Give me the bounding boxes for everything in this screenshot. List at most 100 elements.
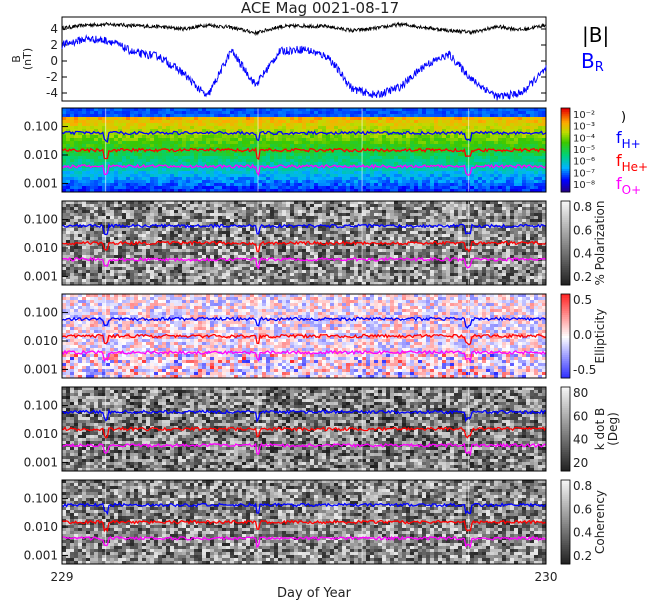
spectrogram-cell <box>254 123 259 127</box>
spectrogram-cell <box>262 213 267 217</box>
spectrogram-cell <box>390 150 395 154</box>
spectrogram-cell <box>122 201 127 205</box>
spectrogram-cell <box>310 159 315 163</box>
spectrogram-cell <box>194 207 199 211</box>
spectrogram-cell <box>198 246 203 250</box>
spectrogram-cell <box>306 168 311 172</box>
spectrogram-cell <box>438 174 443 178</box>
spectrogram-cell <box>514 123 519 127</box>
spectrogram-cell <box>222 276 227 280</box>
spectrogram-cell <box>62 243 67 247</box>
spectrogram-cell <box>310 141 315 145</box>
spectrogram-cell <box>114 240 119 244</box>
spectrogram-cell <box>86 246 91 250</box>
spectrogram-cell <box>426 132 431 136</box>
spectrogram-cell <box>62 156 67 160</box>
spectrogram-cell <box>138 135 143 139</box>
spectrogram-cell <box>146 168 151 172</box>
spectrogram-cell <box>470 108 475 112</box>
spectrogram-cell <box>254 174 259 178</box>
spectrogram-cell <box>210 255 215 259</box>
spectrogram-cell <box>426 150 431 154</box>
spectrogram-cell <box>186 234 191 238</box>
spectrogram-cell <box>166 189 171 193</box>
spectrogram-cell <box>390 120 395 124</box>
spectrogram-cell <box>70 111 75 115</box>
spectrogram-cell <box>338 177 343 181</box>
spectrogram-cell <box>306 144 311 148</box>
spectrogram-cell <box>78 279 83 283</box>
spectrogram-cell <box>482 144 487 148</box>
spectrogram-cell <box>142 138 147 142</box>
spectrogram-cell <box>230 114 235 118</box>
spectrogram-cell <box>130 126 135 130</box>
spectrogram-cell <box>454 174 459 178</box>
spectrogram-cell <box>342 129 347 133</box>
spectrogram-cell <box>538 189 543 193</box>
spectrogram-cell <box>346 177 351 181</box>
spectrogram-cell <box>138 234 143 238</box>
spectrogram-cell <box>150 228 155 232</box>
spectrogram-cell <box>142 159 147 163</box>
spectrogram-cell <box>266 162 271 166</box>
spectrogram-cell <box>338 174 343 178</box>
spectrogram-cell <box>106 180 111 184</box>
spectrogram-cell <box>438 162 443 166</box>
spectrogram-cell <box>382 120 387 124</box>
spectrogram-cell <box>262 270 267 274</box>
spectrogram-cell <box>502 120 507 124</box>
spectrogram-cell <box>86 153 91 157</box>
spectrogram-cell <box>262 180 267 184</box>
spectrogram-cell <box>358 183 363 187</box>
spectrogram-cell <box>454 150 459 154</box>
spectrogram-cell <box>362 147 367 151</box>
spectrogram-cell <box>434 168 439 172</box>
spectrogram-cell <box>238 126 243 130</box>
spectrogram-cell <box>78 180 83 184</box>
spectrogram-cell <box>282 135 287 139</box>
spectrogram-cell <box>66 204 71 208</box>
spectrogram-cell <box>230 270 235 274</box>
spectrogram-cell <box>66 240 71 244</box>
spectrogram-cell <box>90 159 95 163</box>
spectrogram-cell <box>346 141 351 145</box>
spectrogram-cell <box>386 147 391 151</box>
spectrogram-cell <box>226 153 231 157</box>
spectrogram-cell <box>502 117 507 121</box>
spectrogram-cell <box>162 267 167 271</box>
spectrogram-cell <box>346 165 351 169</box>
spectrogram-cell <box>178 186 183 190</box>
spectrogram-cell <box>226 117 231 121</box>
spectrogram-cell <box>286 147 291 151</box>
spectrogram-cell <box>94 108 99 112</box>
spectrogram-cell <box>162 156 167 160</box>
spectrogram-cell <box>266 243 271 247</box>
spectrogram-cell <box>178 135 183 139</box>
spectrogram-cell <box>210 162 215 166</box>
spectrogram-cell <box>222 150 227 154</box>
spectrogram-cell <box>246 267 251 271</box>
spectrogram-cell <box>154 123 159 127</box>
spectrogram-cell <box>178 189 183 193</box>
spectrogram-cell <box>162 168 167 172</box>
spectrogram-cell <box>314 159 319 163</box>
spectrogram-cell <box>222 117 227 121</box>
spectrogram-cell <box>534 132 539 136</box>
spectrogram-cell <box>234 144 239 148</box>
spectrogram-cell <box>266 147 271 151</box>
spectrogram-cell <box>206 222 211 226</box>
spectrogram-cell <box>450 168 455 172</box>
spectrogram-cell <box>86 108 91 112</box>
spectrogram-cell <box>390 174 395 178</box>
spectrogram-cell <box>94 276 99 280</box>
spectrogram-cell <box>162 177 167 181</box>
spectrogram-cell <box>182 270 187 274</box>
spectrogram-cell <box>114 264 119 268</box>
spectrogram-cell <box>478 156 483 160</box>
spectrogram-cell <box>218 159 223 163</box>
spectrogram-cell <box>270 108 275 112</box>
spectrogram-cell <box>170 123 175 127</box>
spectrogram-cell <box>262 156 267 160</box>
spectrogram-cell <box>502 129 507 133</box>
spectrogram-cell <box>198 150 203 154</box>
